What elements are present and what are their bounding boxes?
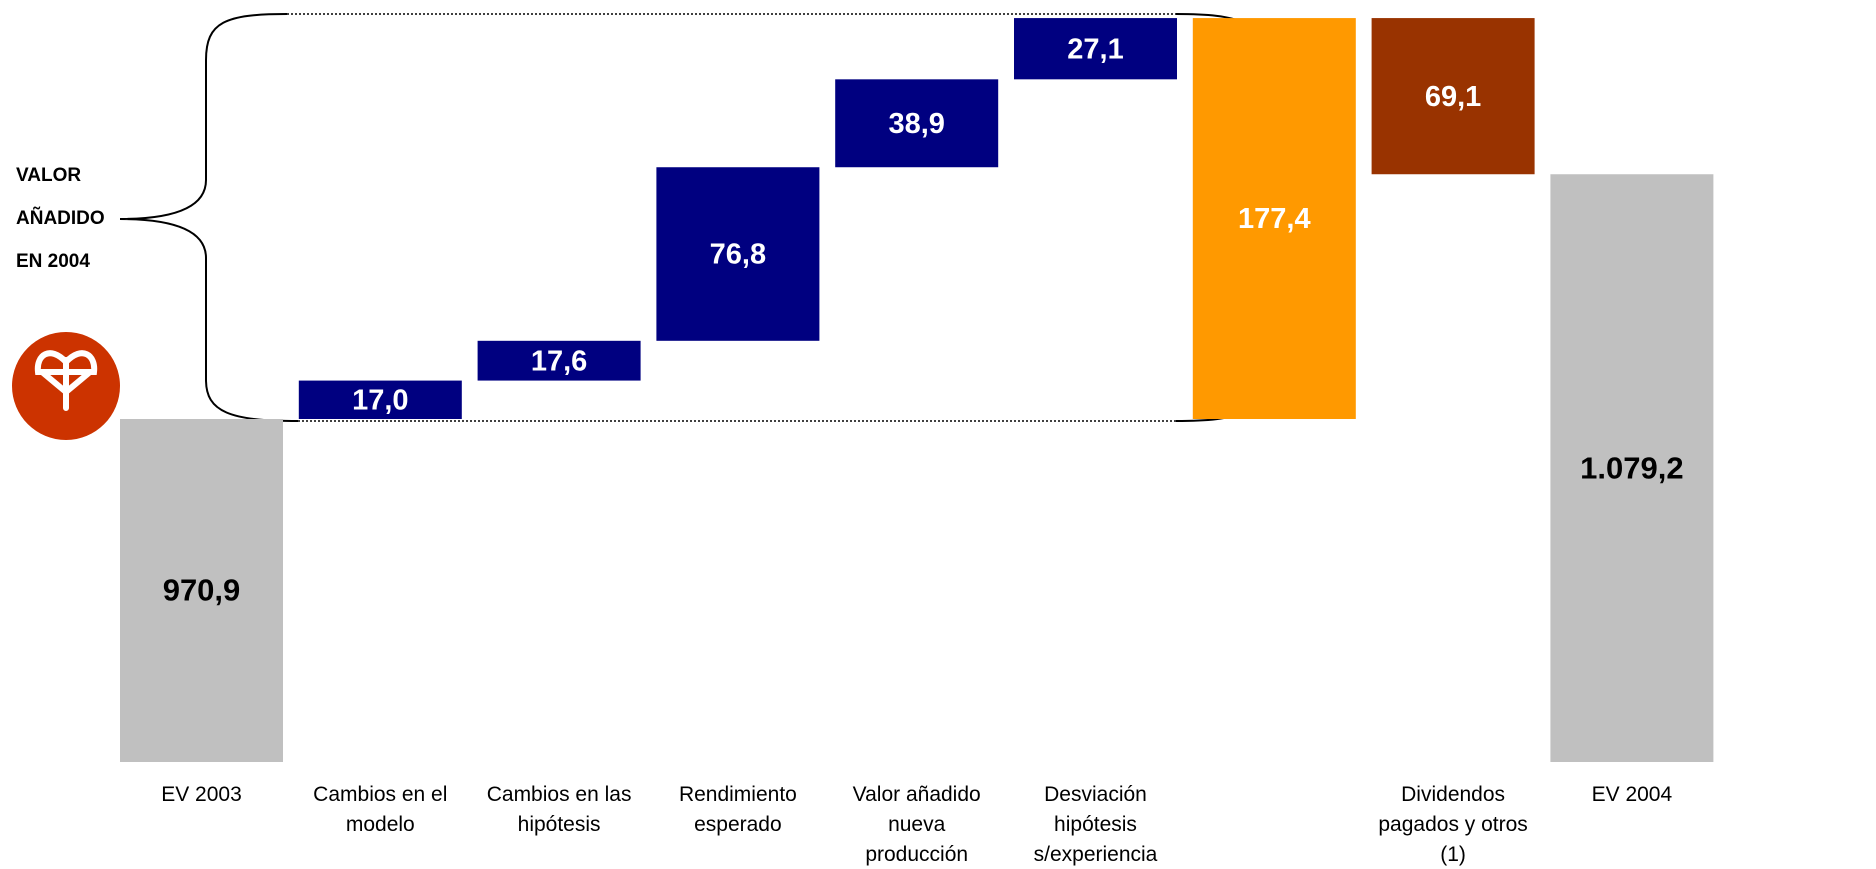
- value-label: 17,0: [352, 384, 408, 416]
- annotation: AÑADIDO: [16, 208, 105, 229]
- value-label: 17,6: [531, 345, 587, 377]
- value-label: 1.079,2: [1580, 450, 1683, 485]
- bar: [1550, 174, 1714, 762]
- value-label: 177,4: [1238, 203, 1311, 235]
- bar: [477, 340, 641, 381]
- dotted-line: [287, 13, 1176, 422]
- value-label: 76,8: [710, 239, 766, 271]
- value-label: 970,9: [163, 573, 241, 608]
- x-tick-label: Cambios en el modelo: [313, 783, 448, 836]
- x-tick-label: Cambios en las hipótesis: [486, 783, 632, 836]
- bar: [835, 79, 999, 168]
- bar: [1192, 18, 1356, 420]
- value-label: 27,1: [1067, 33, 1123, 65]
- x-tick-label: Rendimiento esperado: [678, 783, 797, 836]
- value-label: 38,9: [888, 108, 944, 140]
- x-tick-label: EV 2003: [161, 783, 242, 806]
- bar: [298, 380, 462, 419]
- x-tick-label: Dividendos pagados y otros (1): [1378, 783, 1528, 866]
- annotation: VALOR: [16, 165, 82, 186]
- annotation: EN 2004: [16, 251, 90, 272]
- logo-mark: [34, 350, 98, 411]
- bar: [656, 167, 820, 341]
- x-tick-label: Desviación hipótesis s/experiencia: [1033, 783, 1158, 866]
- value-label: 69,1: [1425, 81, 1481, 113]
- bar: [1371, 18, 1535, 175]
- x-tick-label: EV 2004: [1591, 783, 1673, 806]
- bar: [120, 419, 283, 762]
- bar: [1014, 18, 1177, 80]
- x-tick-label: Valor añadido nueva producción: [852, 783, 981, 866]
